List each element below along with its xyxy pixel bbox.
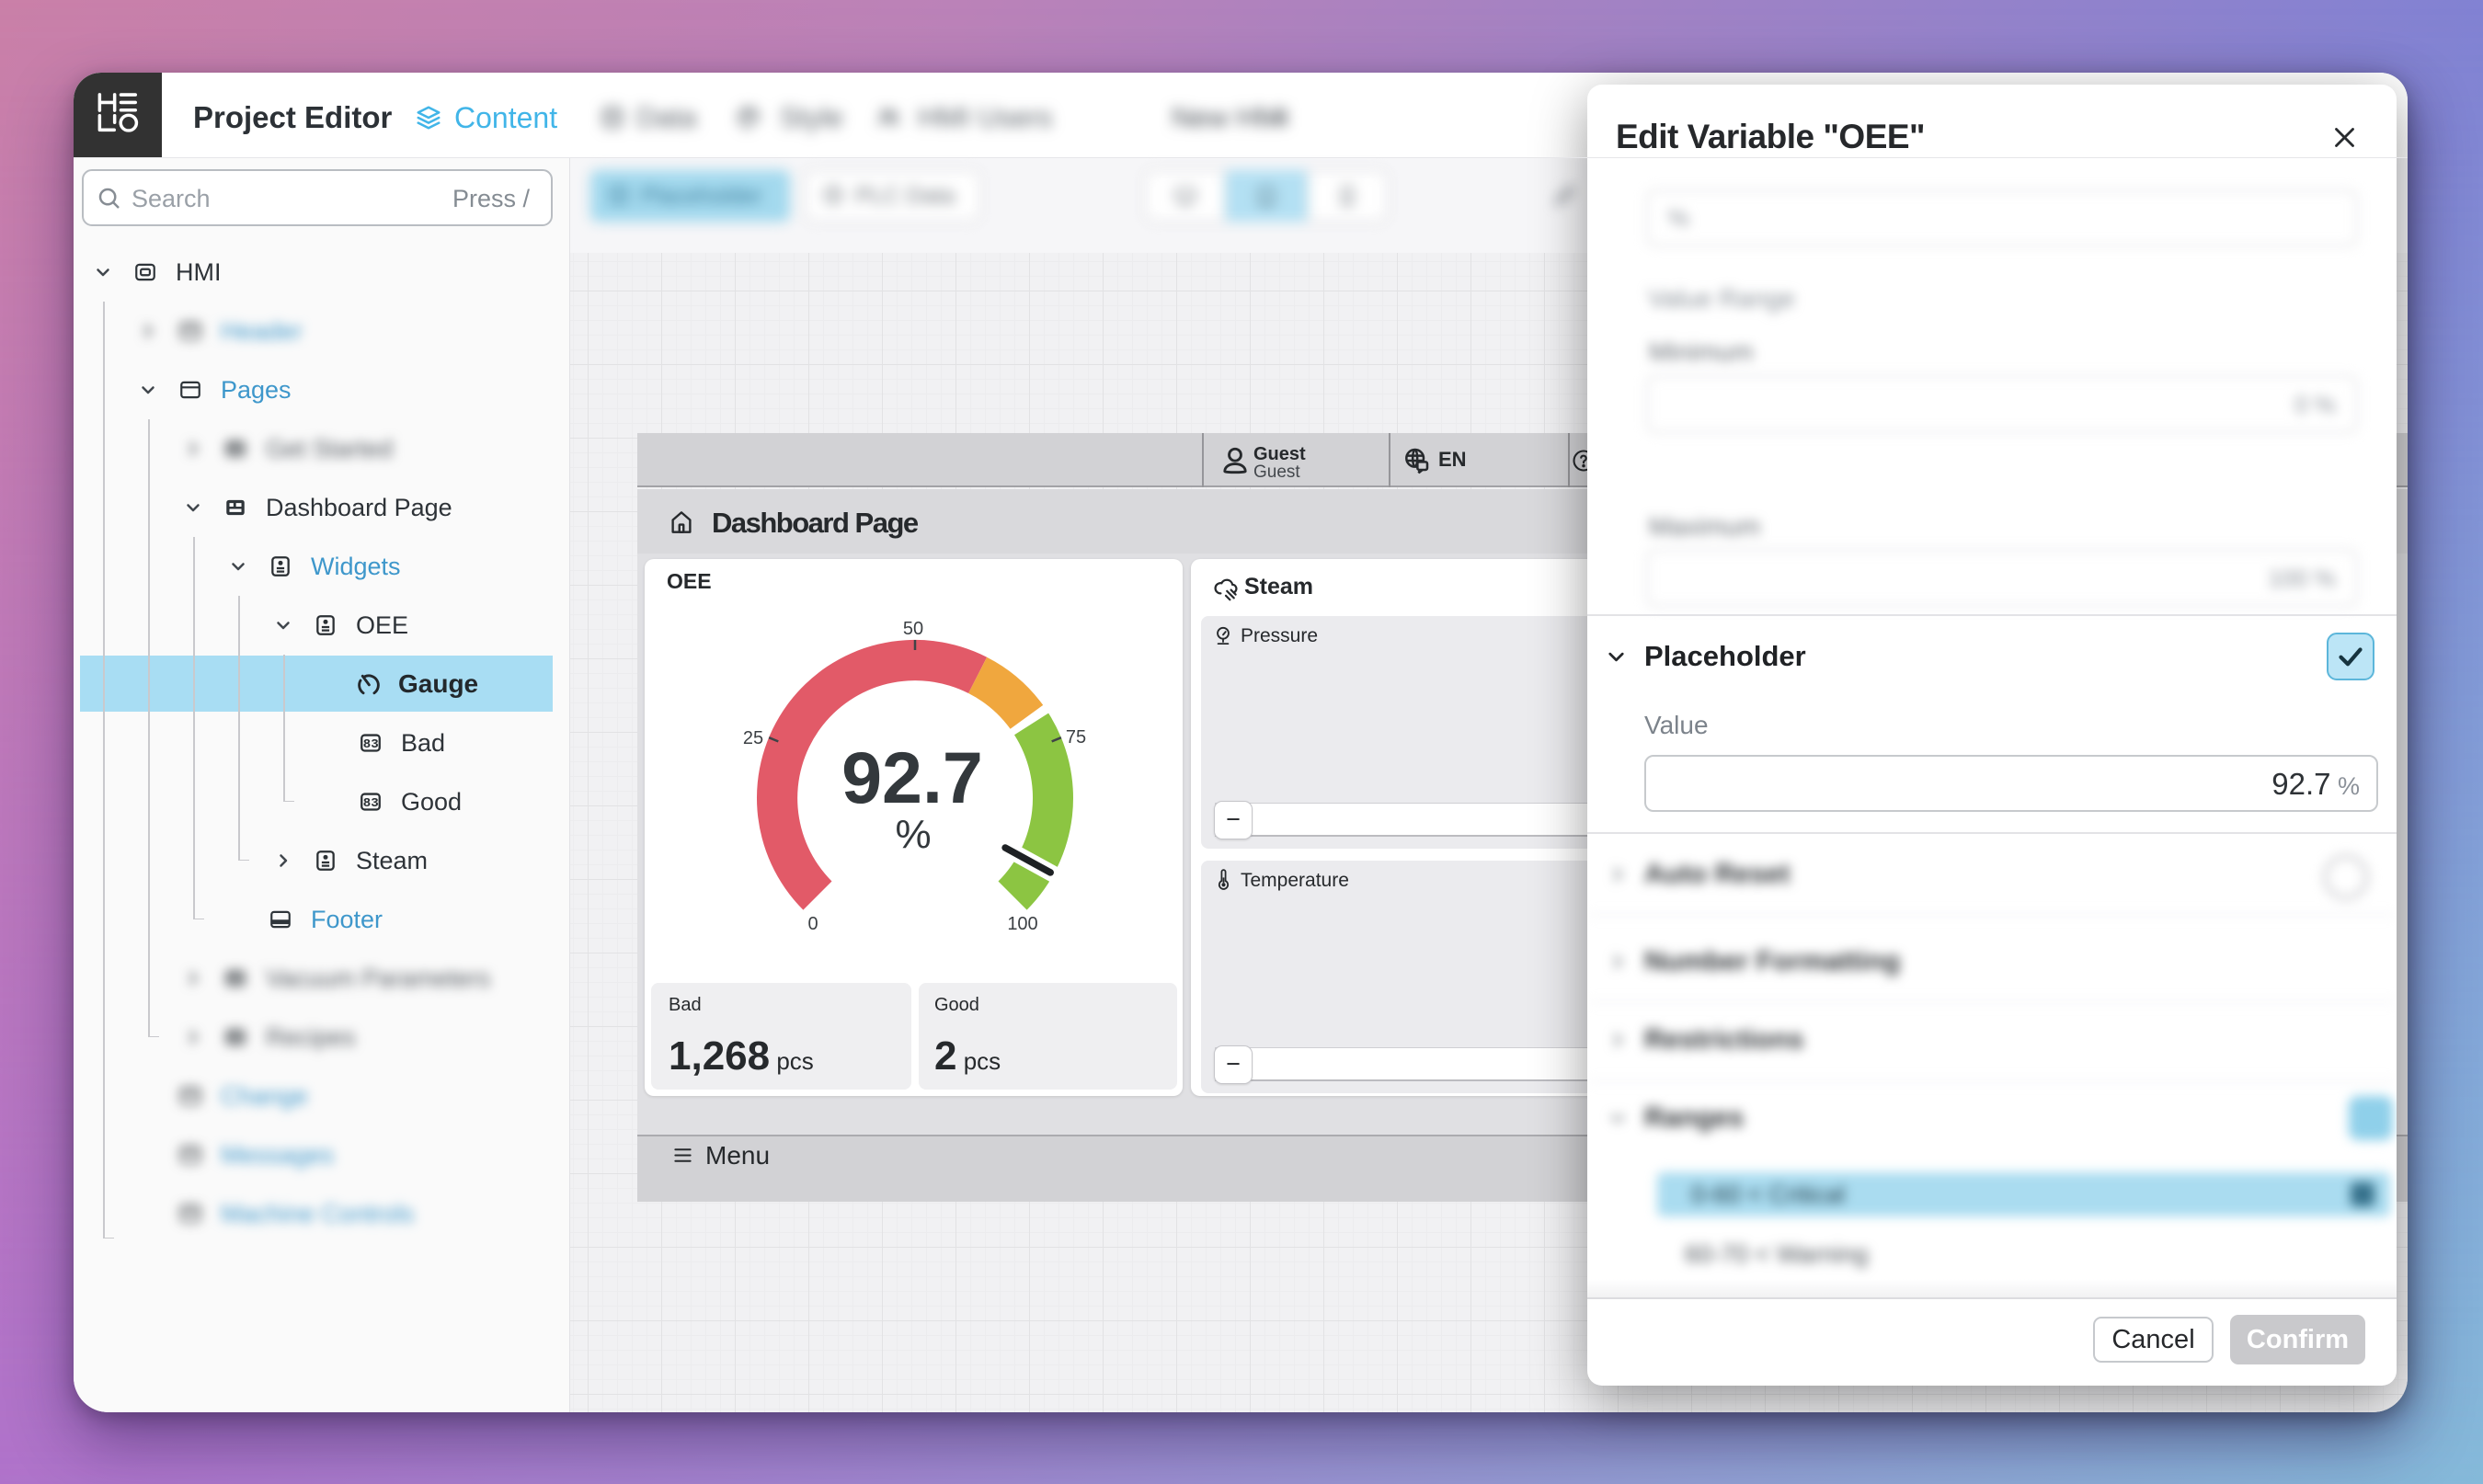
- svg-text:25: 25: [743, 728, 763, 748]
- svg-text:0: 0: [807, 914, 818, 934]
- svg-text:%: %: [895, 812, 931, 857]
- svg-text:50: 50: [903, 619, 923, 639]
- svg-text:92.7: 92.7: [841, 736, 983, 818]
- svg-text:100: 100: [1007, 914, 1037, 934]
- svg-text:75: 75: [1066, 727, 1086, 748]
